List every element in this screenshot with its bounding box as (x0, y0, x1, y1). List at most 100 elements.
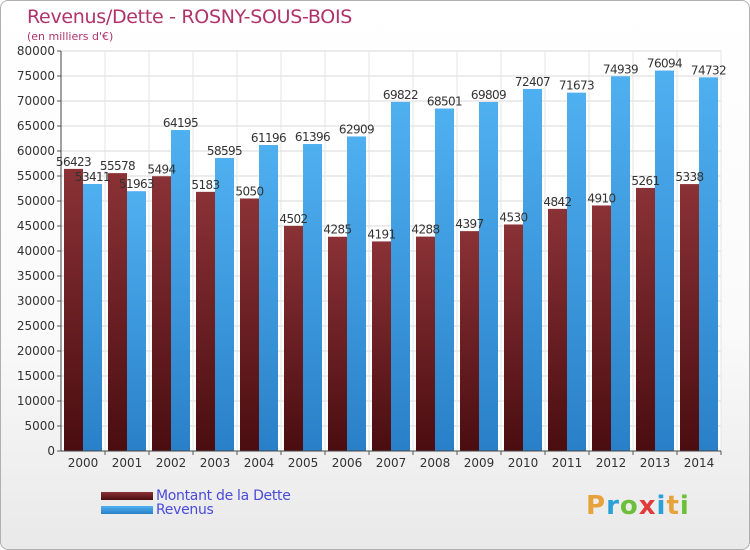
bar-debt (372, 241, 391, 451)
legend-item-debt: Montant de la Dette (101, 488, 291, 504)
data-label-revenue: 74939 (603, 62, 638, 76)
bar-revenue (303, 144, 322, 451)
data-label-debt: 4288 (411, 223, 439, 237)
bar-debt (636, 187, 655, 452)
bar-revenue (259, 145, 278, 451)
y-tick-label: 35000 (17, 269, 55, 283)
bar-revenue (479, 101, 498, 451)
data-label-revenue: 64195 (163, 116, 198, 130)
data-label-revenue: 61196 (251, 131, 286, 145)
y-tick-label: 50000 (17, 194, 55, 208)
bar-revenue (611, 76, 630, 452)
x-tick-label: 2010 (508, 456, 539, 470)
logo-letter: P (586, 491, 607, 521)
bar-debt (64, 168, 83, 451)
bar-revenue (171, 130, 190, 451)
data-label-debt: 4530 (499, 210, 527, 224)
data-label-revenue: 51963 (119, 177, 154, 191)
legend-swatch-debt (101, 492, 153, 500)
x-tick-label: 2009 (464, 456, 495, 470)
x-tick-label: 2002 (156, 456, 187, 470)
x-tick-label: 2008 (420, 456, 451, 470)
x-tick-label: 2003 (200, 456, 231, 470)
x-tick-label: 2007 (376, 456, 407, 470)
bar-debt (328, 236, 347, 451)
y-tick-label: 10000 (17, 394, 55, 408)
y-tick-label: 70000 (17, 94, 55, 108)
bar-revenue (347, 136, 366, 451)
bar-debt (240, 198, 259, 451)
x-tick-label: 2013 (640, 456, 671, 470)
y-tick-label: 45000 (17, 219, 55, 233)
y-tick-label: 5000 (24, 419, 55, 433)
bar-revenue (215, 158, 234, 451)
bar-debt (416, 236, 435, 451)
data-label-revenue: 68501 (427, 94, 462, 108)
legend-label-revenue: Revenus (156, 502, 214, 518)
data-label-revenue: 76094 (647, 57, 682, 71)
data-label-revenue: 53411 (75, 170, 110, 184)
bar-debt (504, 224, 523, 451)
data-label-revenue: 62909 (339, 122, 374, 136)
data-label-debt: 4910 (587, 191, 615, 205)
data-label-debt: 5183 (191, 178, 219, 192)
y-tick-label: 30000 (17, 294, 55, 308)
legend-label-debt: Montant de la Dette (156, 488, 291, 504)
y-tick-label: 80000 (17, 44, 55, 58)
data-label-debt: 4397 (455, 217, 483, 231)
bar-debt (152, 176, 171, 451)
x-tick-label: 2001 (112, 456, 143, 470)
y-tick-label: 40000 (17, 244, 55, 258)
bar-revenue (127, 191, 146, 451)
data-label-revenue: 69822 (383, 88, 418, 102)
data-label-revenue: 69809 (471, 88, 506, 102)
x-tick-label: 2014 (684, 456, 715, 470)
bar-debt (108, 173, 127, 452)
data-label-debt: 55578 (100, 159, 135, 173)
bar-debt (460, 231, 479, 451)
x-tick-label: 2000 (68, 456, 99, 470)
data-label-debt: 4191 (367, 227, 395, 241)
bar-revenue (655, 70, 674, 451)
data-label-debt: 5338 (675, 170, 703, 184)
data-label-debt: 5050 (235, 184, 263, 198)
data-label-debt: 4842 (543, 195, 571, 209)
logo-letter: r (606, 491, 620, 521)
data-label-revenue: 72407 (515, 75, 550, 89)
bar-debt (548, 208, 567, 451)
y-tick-label: 25000 (17, 319, 55, 333)
y-tick-label: 0 (47, 444, 55, 458)
data-label-revenue: 71673 (559, 79, 594, 93)
y-tick-label: 15000 (17, 369, 55, 383)
bar-debt (284, 225, 303, 451)
y-tick-label: 60000 (17, 144, 55, 158)
data-label-revenue: 58595 (207, 144, 242, 158)
data-label-debt: 5261 (631, 174, 659, 188)
y-tick-label: 20000 (17, 344, 55, 358)
y-tick-label: 75000 (17, 69, 55, 83)
bar-revenue (391, 101, 410, 451)
chart-title: Revenus/Dette - ROSNY-SOUS-BOIS (27, 6, 353, 28)
bar-debt (196, 191, 215, 451)
data-label-debt: 5494 (147, 162, 175, 176)
data-label-debt: 4502 (279, 212, 307, 226)
y-tick-label: 55000 (17, 169, 55, 183)
x-tick-label: 2012 (596, 456, 627, 470)
chart-subtitle: (en milliers d'€) (27, 30, 114, 43)
x-tick-label: 2004 (244, 456, 275, 470)
x-tick-label: 2011 (552, 456, 583, 470)
data-label-revenue: 74732 (691, 63, 726, 77)
data-label-revenue: 61396 (295, 130, 330, 144)
proxiti-logo: Proxiti (586, 491, 690, 521)
bar-revenue (523, 88, 542, 451)
y-tick-label: 65000 (17, 119, 55, 133)
bar-debt (592, 205, 611, 451)
logo-letter: o (619, 491, 639, 521)
data-label-debt: 4285 (323, 223, 351, 237)
x-tick-label: 2006 (332, 456, 363, 470)
logo-letter: i (679, 491, 690, 521)
bar-revenue (567, 92, 586, 451)
bar-revenue (83, 183, 102, 451)
